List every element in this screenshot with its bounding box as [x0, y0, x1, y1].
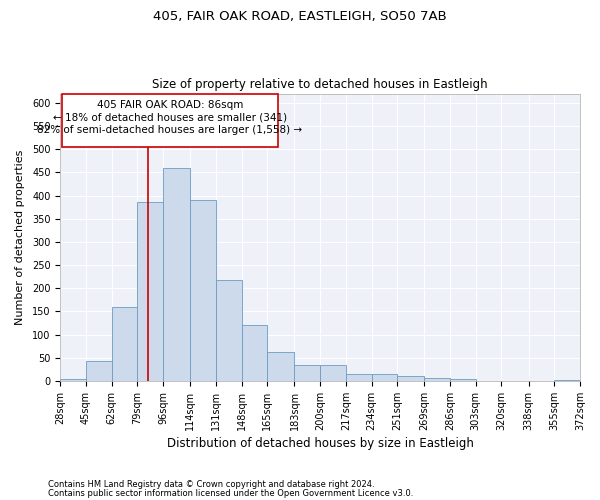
Bar [86, 362, 112, 381]
Bar [295, 364, 320, 381]
Bar [371, 374, 397, 381]
Bar [112, 307, 137, 381]
Bar [397, 376, 424, 381]
FancyBboxPatch shape [62, 94, 278, 147]
Text: 405, FAIR OAK ROAD, EASTLEIGH, SO50 7AB: 405, FAIR OAK ROAD, EASTLEIGH, SO50 7AB [153, 10, 447, 23]
Bar [137, 202, 163, 381]
Bar [320, 364, 346, 381]
Text: Contains HM Land Registry data © Crown copyright and database right 2024.: Contains HM Land Registry data © Crown c… [48, 480, 374, 489]
Bar [450, 379, 476, 381]
Text: Contains public sector information licensed under the Open Government Licence v3: Contains public sector information licen… [48, 489, 413, 498]
Bar [60, 378, 86, 381]
Text: 82% of semi-detached houses are larger (1,558) →: 82% of semi-detached houses are larger (… [37, 125, 302, 135]
Bar [424, 378, 450, 381]
Bar [554, 380, 580, 381]
Text: ← 18% of detached houses are smaller (341): ← 18% of detached houses are smaller (34… [53, 112, 287, 122]
Bar [216, 280, 242, 381]
Title: Size of property relative to detached houses in Eastleigh: Size of property relative to detached ho… [152, 78, 488, 91]
Y-axis label: Number of detached properties: Number of detached properties [15, 150, 25, 325]
Bar [242, 326, 267, 381]
Text: 405 FAIR OAK ROAD: 86sqm: 405 FAIR OAK ROAD: 86sqm [97, 100, 243, 110]
Bar [346, 374, 371, 381]
Bar [267, 352, 295, 381]
Bar [190, 200, 216, 381]
X-axis label: Distribution of detached houses by size in Eastleigh: Distribution of detached houses by size … [167, 437, 473, 450]
Bar [163, 168, 190, 381]
